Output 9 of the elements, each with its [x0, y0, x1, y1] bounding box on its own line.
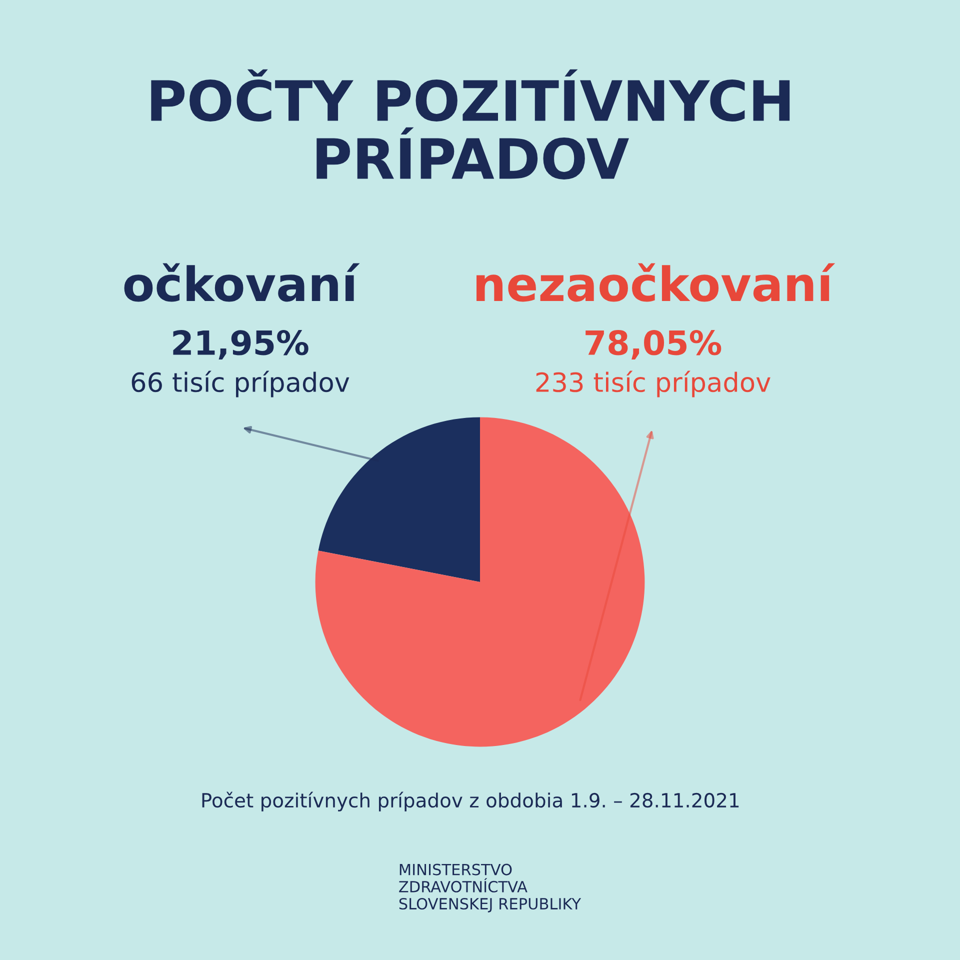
text: 66 tisíc prípadov [132, 370, 350, 398]
text: MINISTERSTVO ZDRAVOTNÍCTVA SLOVENSKEJ REPUBLIKY [399, 864, 582, 912]
text: Počet pozitívnych prípadov z obdobia 1.9. – 28.11.2021 [202, 792, 739, 812]
slice-label: očkovaní [124, 263, 360, 302]
chart-title: POČTY POZITÍVNYCH PRÍPADOV [151, 69, 790, 180]
data-label: 21,95% [173, 330, 308, 360]
text: 233 tisíc prípadov [536, 370, 770, 398]
data-label: 78,05% [586, 330, 722, 360]
slice-label: nezaočkovaní [476, 263, 836, 302]
